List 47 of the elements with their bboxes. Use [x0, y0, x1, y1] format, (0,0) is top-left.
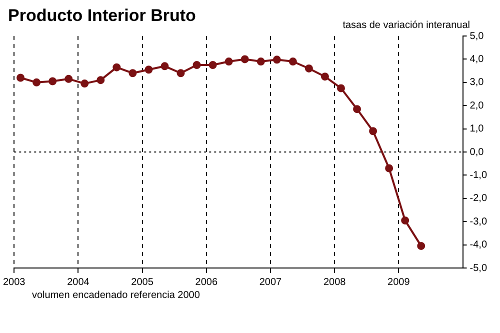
- y-tick-label: -4,0: [470, 240, 488, 251]
- point: [144, 66, 153, 74]
- x-tick-label: 2007: [259, 276, 282, 288]
- y-tick-label: -5,0: [470, 262, 488, 274]
- point: [336, 84, 345, 92]
- x-tick-label: 2003: [3, 276, 26, 288]
- point: [320, 72, 329, 81]
- point: [272, 56, 281, 64]
- y-tick-label: 1,0: [470, 124, 484, 135]
- y-tick-label: 0,0: [470, 146, 484, 158]
- point: [369, 127, 378, 136]
- point: [353, 105, 362, 114]
- point: [160, 62, 169, 70]
- point: [64, 74, 73, 83]
- text: volumen encadenado referencia 2000: [32, 290, 200, 301]
- point: [48, 77, 57, 86]
- x-tick-label: 2009: [388, 276, 410, 288]
- x-tick-label: 2005: [131, 276, 154, 288]
- point: [224, 58, 233, 66]
- x-tick-label: 2008: [323, 276, 346, 288]
- y-tick-label: -2,0: [470, 193, 488, 204]
- point: [256, 58, 265, 66]
- point: [128, 69, 137, 78]
- y-tick-label: 2,0: [470, 100, 484, 112]
- point: [304, 64, 313, 72]
- point: [80, 80, 89, 88]
- x-tick-label: 2006: [195, 276, 218, 288]
- point: [385, 164, 394, 172]
- x-tick-label: 2004: [67, 276, 90, 288]
- point: [16, 74, 25, 82]
- point: [112, 63, 121, 72]
- point: [417, 242, 426, 250]
- y-tick-label: 3,0: [470, 77, 484, 88]
- point: [96, 76, 105, 84]
- point: [288, 58, 297, 66]
- y-tick-label: -3,0: [470, 216, 488, 228]
- y-tick-label: 5,0: [470, 30, 484, 42]
- point: [401, 216, 410, 224]
- point: [240, 55, 249, 64]
- point: [208, 61, 217, 69]
- point: [32, 78, 41, 86]
- point: [176, 69, 185, 78]
- point: [192, 61, 201, 69]
- y-tick-label: 4,0: [470, 54, 484, 65]
- chart-title: Producto Interior Bruto: [8, 6, 196, 26]
- y-axis-title: tasas de variación interanual: [342, 20, 470, 31]
- y-tick-label: -1,0: [470, 170, 488, 181]
